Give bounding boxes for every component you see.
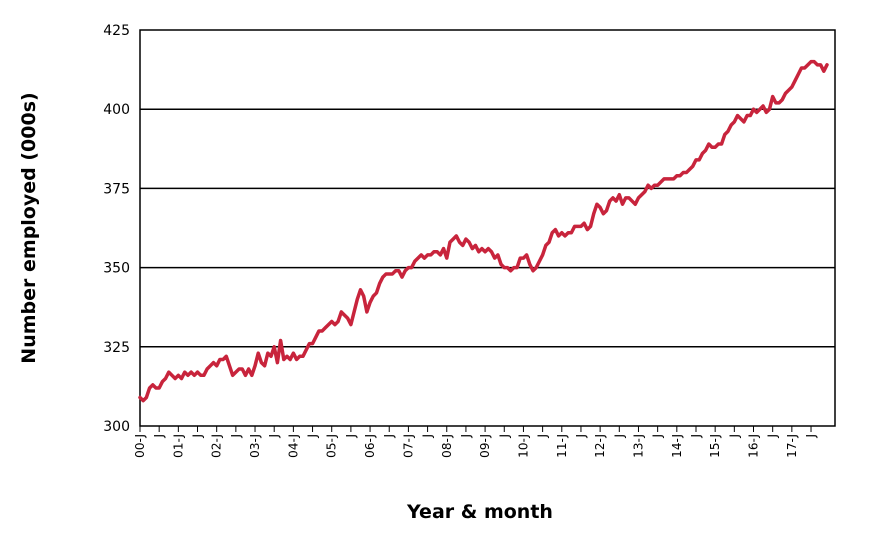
series-line	[138, 59, 829, 403]
x-tick-label: 02-J	[210, 434, 224, 458]
x-tick-label: 17-J	[785, 434, 799, 458]
x-tick-label: 15-J	[708, 434, 722, 458]
x-tick-label: J	[421, 434, 435, 439]
x-tick-label: 14-J	[670, 434, 684, 458]
y-tick-label: 350	[103, 261, 130, 277]
x-tick-label: 00-J	[133, 434, 147, 458]
x-tick-label: 11-J	[555, 434, 569, 458]
x-tick-label: J	[344, 434, 358, 439]
x-tick-label: 10-J	[516, 434, 530, 458]
y-tick-label: 400	[103, 102, 130, 118]
x-tick-label: 01-J	[171, 434, 185, 458]
x-tick-label: J	[689, 434, 703, 439]
x-tick-label: 04-J	[286, 434, 300, 458]
x-tick-label: J	[267, 434, 281, 439]
x-tick-label: J	[497, 434, 511, 439]
x-axis-title: Year & month	[406, 501, 553, 523]
x-tick-label: J	[766, 434, 780, 439]
x-tick-label: J	[229, 434, 243, 439]
y-axis: 300 325 350 375 400 425	[103, 23, 130, 435]
x-tick-label: J	[804, 434, 818, 439]
x-tick-label: J	[536, 434, 550, 439]
plot-area-border	[139, 29, 836, 427]
x-tick-label: J	[727, 434, 741, 439]
x-tick-label: J	[382, 434, 396, 439]
x-tick-label: 12-J	[593, 434, 607, 458]
x-tick-label: 07-J	[401, 434, 415, 458]
x-tick-label: J	[574, 434, 588, 439]
x-tick-label: J	[306, 434, 320, 439]
x-tick-label: J	[191, 434, 205, 439]
x-tick-label: 16-J	[747, 434, 761, 458]
x-tick-label: 06-J	[363, 434, 377, 458]
x-tick-label: 08-J	[440, 434, 454, 458]
x-tick-label: J	[459, 434, 473, 439]
x-tick-label: 13-J	[631, 434, 645, 458]
y-tick-label: 375	[103, 181, 130, 197]
y-tick-label: 300	[103, 419, 130, 435]
y-tick-label: 325	[103, 340, 130, 356]
x-tick-label: 05-J	[325, 434, 339, 458]
y-axis-title: Number employed (000s)	[18, 92, 40, 363]
y-tick-label: 425	[103, 23, 130, 39]
x-tick-label: J	[152, 434, 166, 439]
gridlines	[140, 108, 835, 348]
x-tick-label: 09-J	[478, 434, 492, 458]
x-tick-label: J	[612, 434, 626, 439]
x-tick-label: 03-J	[248, 434, 262, 458]
x-axis: 00-J J 01-J J 02-J J 03-J J 04-J J 05-J J 06-J J 07-J J…	[133, 426, 818, 458]
x-tick-label: J	[651, 434, 665, 439]
